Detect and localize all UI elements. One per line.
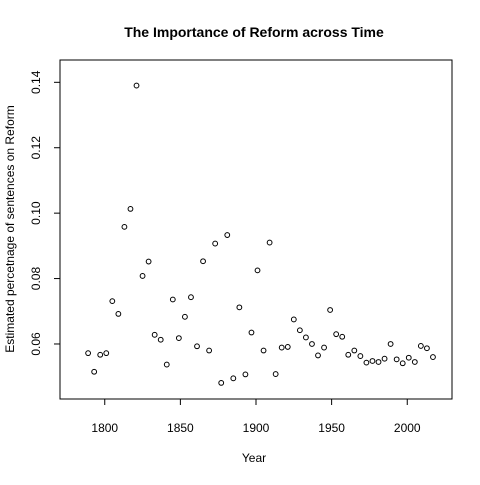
x-tick-label: 1950: [318, 421, 345, 435]
data-point: [417, 343, 424, 349]
data-point: [248, 329, 255, 336]
x-axis-label: Year: [242, 451, 266, 465]
data-point: [309, 341, 315, 347]
data-point: [405, 354, 412, 361]
plot-frame: [59, 59, 453, 400]
data-point: [127, 205, 134, 212]
data-point: [212, 240, 219, 247]
y-tick-label: 0.10: [29, 201, 43, 225]
data-point: [381, 355, 388, 362]
data-point: [91, 368, 98, 375]
data-point: [224, 232, 231, 238]
data-point: [188, 294, 194, 301]
data-point: [266, 239, 273, 246]
data-point: [151, 331, 158, 338]
data-point: [411, 359, 418, 365]
data-point: [121, 223, 128, 230]
data-point: [194, 343, 200, 350]
data-point: [363, 359, 370, 366]
y-tick-label: 0.08: [29, 267, 43, 291]
y-tick-label: 0.06: [29, 332, 43, 356]
y-tick-label: 0.12: [29, 136, 43, 160]
data-point: [351, 347, 358, 354]
data-point: [97, 351, 104, 358]
data-point: [430, 354, 436, 360]
data-point: [230, 375, 237, 382]
data-point: [242, 371, 249, 378]
data-point: [115, 310, 122, 317]
data-point: [399, 360, 406, 367]
x-tick-label: 1800: [91, 421, 118, 435]
data-point: [393, 356, 400, 363]
data-point: [375, 359, 382, 365]
data-point: [260, 347, 267, 354]
data-point: [296, 327, 303, 334]
data-point: [206, 347, 213, 354]
x-tick-label: 1900: [243, 421, 270, 435]
data-points: [85, 82, 436, 386]
data-point: [278, 344, 285, 351]
data-point: [163, 361, 170, 368]
data-point: [103, 350, 110, 357]
data-point: [284, 344, 291, 350]
data-point: [345, 351, 352, 358]
chart-title: The Importance of Reform across Time: [124, 24, 384, 40]
data-point: [200, 258, 206, 265]
data-point: [321, 344, 327, 351]
y-axis: 0.06 0.08 0.10 0.12 0.14: [29, 70, 60, 356]
data-point: [303, 334, 309, 341]
data-point: [339, 333, 346, 340]
data-point: [357, 353, 364, 359]
data-point: [145, 258, 152, 265]
data-point: [109, 298, 116, 305]
data-point: [327, 307, 334, 313]
x-tick-label: 2000: [394, 421, 421, 435]
data-point: [315, 352, 321, 359]
data-point: [290, 316, 297, 323]
data-point: [169, 296, 176, 303]
data-point: [254, 267, 261, 274]
y-tick-label: 0.14: [29, 70, 43, 94]
data-point: [218, 380, 225, 386]
data-point: [133, 82, 140, 89]
data-point: [175, 335, 182, 341]
data-point: [157, 336, 164, 343]
data-point: [85, 350, 92, 357]
data-point: [272, 371, 279, 377]
data-point: [182, 313, 188, 320]
y-axis-label: Estimated percetnage of sentences on Ref…: [3, 105, 17, 352]
x-axis: 1800 1850 1900 1950 2000: [91, 399, 421, 435]
data-point: [236, 304, 243, 311]
data-point: [333, 331, 340, 338]
data-point: [387, 341, 394, 347]
data-point: [369, 358, 376, 364]
x-tick-label: 1850: [167, 421, 194, 435]
data-point: [424, 345, 430, 352]
data-point: [139, 273, 146, 279]
